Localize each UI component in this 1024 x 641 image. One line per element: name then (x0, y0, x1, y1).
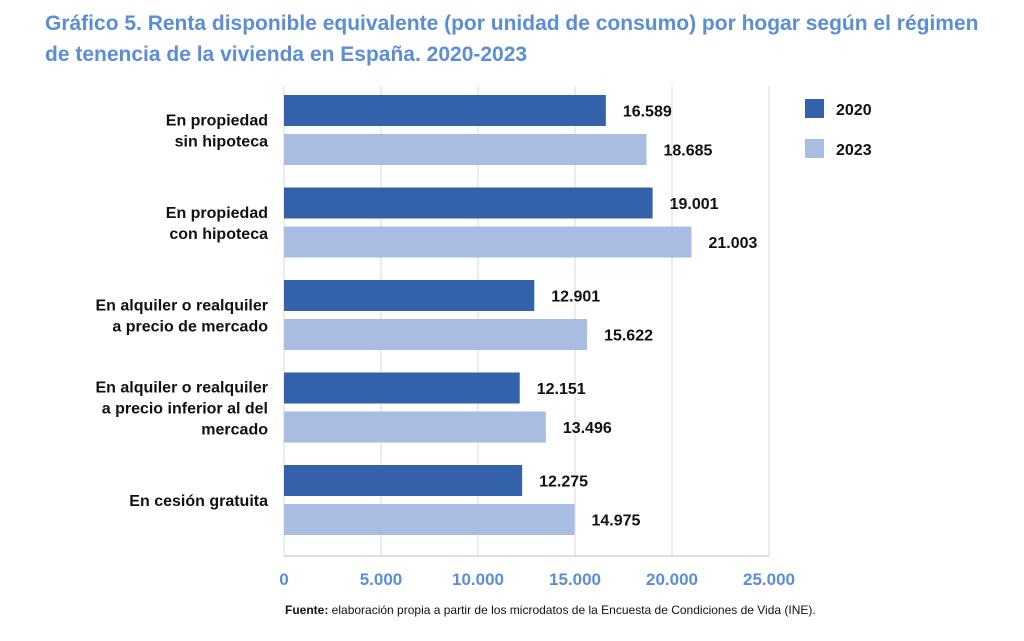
bar-2020 (284, 465, 523, 496)
source-note: Fuente: elaboración propia a partir de l… (285, 603, 816, 617)
legend-label: 2020 (836, 102, 872, 119)
bars: 16.589 18.685 19.001 21.003 12.901 15.622 12.1… (284, 95, 757, 535)
source-text: elaboración propia a partir de los micro… (328, 603, 816, 617)
category-label: con hipoteca (169, 226, 268, 243)
chart-title: Gráfico 5. Renta disponible equivalente … (45, 12, 979, 66)
category-labels: En propiedad sin hipoteca En propiedad con … (96, 113, 269, 511)
x-tick-label: 5.000 (360, 570, 403, 589)
category-label: En cesión gratuita (129, 493, 268, 510)
data-label: 21.003 (708, 235, 757, 252)
x-tick-label: 0 (279, 570, 288, 589)
data-label: 19.001 (670, 196, 719, 213)
x-tick-label: 25.000 (743, 570, 795, 589)
category-label: En alquiler o realquiler (96, 298, 269, 315)
category-label: mercado (201, 422, 268, 439)
data-label: 12.901 (551, 289, 600, 306)
category-label: En propiedad (166, 113, 268, 130)
category-label: En alquiler o realquiler (96, 380, 269, 397)
x-tick-label: 20.000 (646, 570, 698, 589)
data-label: 15.622 (604, 328, 653, 345)
legend: 2020 2023 (805, 99, 872, 159)
bar-2023 (284, 411, 546, 443)
data-label: 14.975 (592, 513, 641, 530)
x-tick-label: 15.000 (549, 570, 601, 589)
data-label: 12.151 (537, 381, 586, 398)
bar-2023 (284, 319, 588, 350)
x-tick-label: 10.000 (452, 570, 504, 589)
data-label: 12.275 (539, 474, 588, 491)
legend-label: 2023 (836, 142, 872, 159)
category-label: a precio inferior al del (102, 401, 268, 418)
category-label: sin hipoteca (175, 134, 268, 151)
source-label: Fuente: (285, 603, 329, 617)
x-axis-ticks: 0 5.000 10.000 15.000 20.000 25.000 (279, 570, 795, 589)
category-label: En propiedad (166, 205, 268, 222)
bar-2023 (284, 504, 575, 535)
category-label: a precio de mercado (112, 319, 268, 336)
bar-2020 (284, 187, 653, 219)
legend-swatch-2020 (805, 99, 824, 118)
data-label: 16.589 (623, 104, 672, 121)
bar-2020 (284, 372, 520, 404)
bar-2023 (284, 134, 647, 165)
legend-swatch-2023 (805, 139, 824, 158)
bar-2023 (284, 226, 692, 258)
bar-2020 (284, 280, 535, 311)
bar-2020 (284, 95, 606, 126)
data-label: 18.685 (663, 143, 712, 160)
data-label: 13.496 (563, 420, 612, 437)
